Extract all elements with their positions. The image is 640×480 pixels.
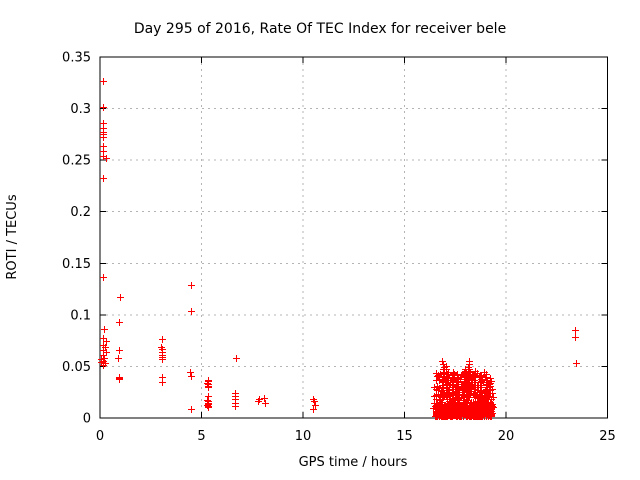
grid-lines bbox=[100, 57, 608, 418]
y-tick-label: 0.35 bbox=[62, 51, 91, 66]
y-tick-label: 0.3 bbox=[70, 102, 91, 117]
x-axis-label: GPS time / hours bbox=[299, 455, 408, 470]
plot-border bbox=[99, 56, 608, 419]
y-axis-label: ROTI / TECUs bbox=[5, 194, 20, 279]
scatter-points-path bbox=[98, 78, 580, 420]
y-tick-label: 0.1 bbox=[70, 308, 91, 323]
y-tick-label: 0.15 bbox=[62, 257, 91, 272]
x-tick-label: 20 bbox=[498, 429, 515, 444]
grid-path bbox=[100, 57, 608, 418]
data-points bbox=[98, 78, 580, 420]
x-tick-label: 10 bbox=[295, 429, 312, 444]
x-tick-label: 0 bbox=[96, 429, 104, 444]
y-tick-label: 0 bbox=[83, 412, 91, 427]
tick-labels: 0 5 10 15 20 25 0 0.05 0.1 0.15 0.2 0.25 0.3 0.35 bbox=[62, 51, 616, 445]
x-tick-label: 25 bbox=[599, 429, 616, 444]
y-tick-label: 0.2 bbox=[70, 205, 91, 220]
y-tick-label: 0.25 bbox=[62, 154, 91, 169]
y-tick-label: 0.05 bbox=[62, 360, 91, 375]
x-tick-label: 5 bbox=[197, 429, 205, 444]
border-rect bbox=[99, 56, 608, 419]
x-tick-label: 15 bbox=[396, 429, 413, 444]
chart-title: Day 295 of 2016, Rate Of TEC Index for r… bbox=[134, 21, 506, 37]
